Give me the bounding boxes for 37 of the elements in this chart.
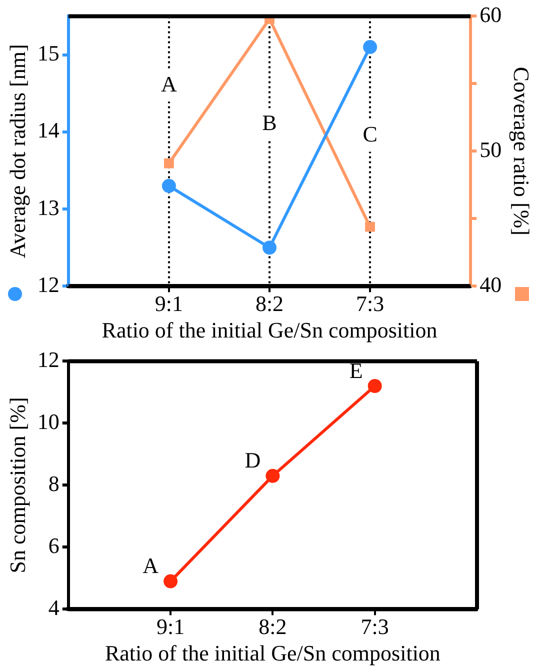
point xyxy=(162,178,176,193)
x-axis-title: Ratio of the initial Ge/Sn composition xyxy=(102,318,438,343)
y-tick-label: 13 xyxy=(37,194,60,220)
y-tick-label: 14 xyxy=(37,118,60,143)
y-tick-label: 15 xyxy=(37,40,60,66)
annotation: A xyxy=(142,553,159,578)
x-tick-label: 7:3 xyxy=(356,291,384,316)
point xyxy=(266,468,280,483)
y2-tick-label: 50 xyxy=(480,136,502,162)
x-tick-label: 8:2 xyxy=(255,291,284,316)
y2-axis-title: Coverage ratio [%] xyxy=(509,66,534,236)
annotation: A xyxy=(161,71,178,96)
x-axis-title: Ratio of the initial Ge/Sn composition xyxy=(104,640,440,666)
point xyxy=(164,574,178,588)
y2-tick-label: 60 xyxy=(480,2,502,27)
point xyxy=(262,240,276,255)
x-tick-label: 7:3 xyxy=(360,614,389,640)
annotation: D xyxy=(244,448,261,473)
x-tick-label: 8:2 xyxy=(258,614,287,640)
x-tick-label: 9:1 xyxy=(156,614,185,640)
annotation: C xyxy=(362,122,378,147)
y-tick-label: 8 xyxy=(48,470,60,496)
point xyxy=(365,222,375,232)
y-tick-label: 12 xyxy=(37,272,60,297)
y-tick-label: 12 xyxy=(37,346,60,372)
y-tick-label: 6 xyxy=(48,532,60,558)
y-tick-label: 4 xyxy=(48,594,60,620)
point xyxy=(363,40,378,54)
y-axis-title: Sn composition [%] xyxy=(4,397,30,574)
annotation: E xyxy=(349,358,363,383)
point xyxy=(368,379,382,393)
y2-tick-label: 40 xyxy=(480,272,502,297)
x-tick-label: 9:1 xyxy=(154,291,184,316)
y-tick-label: 10 xyxy=(37,408,60,434)
y-axis-title: Average dot radius [nm] xyxy=(4,44,30,258)
point xyxy=(164,158,174,168)
annotation: B xyxy=(262,110,277,135)
